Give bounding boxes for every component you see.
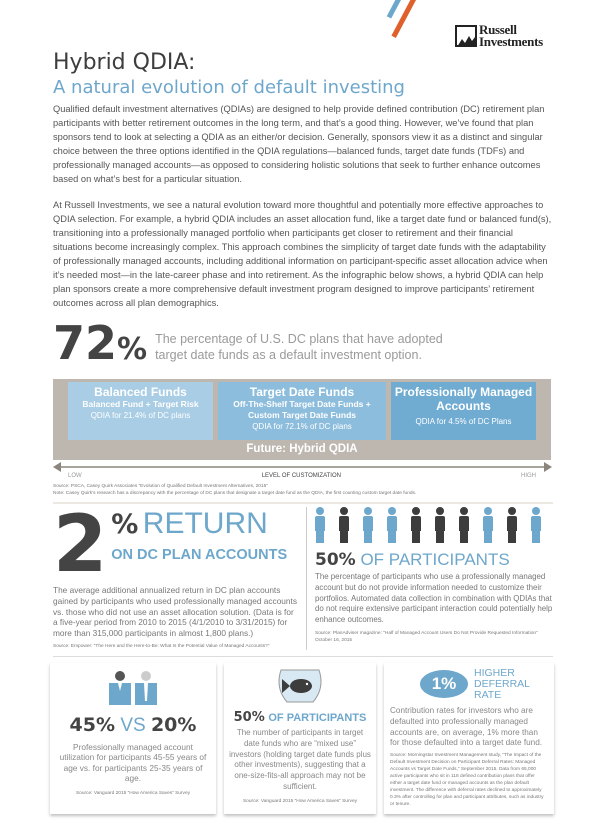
russell-investments-logo: Russell Investments [455, 22, 543, 49]
person-icon-dark [411, 507, 421, 543]
spectrum-note: Note: Casey Quirk's research has a discr… [53, 491, 417, 496]
age-stat: 45% VS 20% [69, 713, 197, 736]
return-source: Source: Empower: “The Here and the Here-… [53, 643, 270, 649]
participants-headline: 50% OF PARTICIPANTS [315, 550, 510, 570]
future-hybrid-qdia: Future: Hybrid QDIA [246, 443, 358, 455]
person-icon-dark [339, 507, 349, 543]
return-headline: RETURN [142, 507, 268, 540]
person-icon-light [483, 507, 493, 543]
intro-paragraph-1: Qualified default investment alternative… [53, 104, 545, 184]
label-low: LOW [68, 473, 82, 479]
return-pct: % [111, 509, 139, 540]
return-header: 2 % RETURN ON DC PLAN ACCOUNTS [53, 500, 300, 590]
customization-spectrum: Balanced Funds Balanced Fund + Target Ris… [53, 379, 551, 460]
spectrum-source: Source: PSCA, Casey Quirk Associates “Ev… [53, 484, 268, 489]
stat-72-number: 72% [53, 316, 148, 370]
box-managed-accounts: Professionally Managed Accounts QDIA for … [391, 382, 536, 440]
logo-text-1: Russell [479, 22, 517, 37]
two-men-icon [109, 670, 157, 705]
intro-paragraph-2: At Russell Investments, we see a natural… [53, 200, 552, 308]
cards-row: 45% VS 20% Professionally managed accoun… [50, 662, 554, 815]
card-mixed-use: 50% OF PARTICIPANTS The number of partic… [224, 662, 376, 815]
age-source: Source: Vanguard 2015 “How America Saves… [75, 790, 191, 796]
person-icon-light [387, 507, 397, 543]
logo-text-2: Investments [479, 34, 543, 49]
person-icon-dark [507, 507, 517, 543]
page-title: Hybrid QDIA: [53, 50, 196, 75]
box-balanced-funds: Balanced Funds Balanced Fund + Target Ris… [68, 382, 213, 440]
return-text: The average additional annualized return… [53, 585, 297, 639]
customization-axis-labels: LOW LEVEL OF CUSTOMIZATION HIGH [53, 472, 551, 480]
participants-source: Source: PlanAdviser magazine: “Half of M… [315, 630, 538, 643]
box-target-date-funds: Target Date Funds Off-The-Shelf Target Da… [218, 382, 386, 440]
deferral-headline: HIGHER DEFERRAL RATE [474, 666, 531, 701]
deferral-text: Contribution rates for investors who are… [390, 705, 543, 748]
fish-bowl-icon [278, 669, 322, 703]
mixed-text: The number of participants in target dat… [229, 727, 371, 791]
deferral-source: Source: Morningstar Investment Managemen… [390, 753, 544, 808]
person-icon-dark [435, 507, 445, 543]
card-age-utilization: 45% VS 20% Professionally managed accoun… [50, 662, 216, 815]
age-text: Professionally managed account utilizati… [59, 741, 207, 784]
person-icon-light [315, 507, 325, 543]
label-level-of-customization: LEVEL OF CUSTOMIZATION [261, 473, 341, 479]
participants-text: The percentage of participants who use a… [315, 572, 553, 625]
mixed-source: Source: Vanguard 2015 “How America Saves… [242, 798, 358, 804]
card-deferral-rate: 1% HIGHER DEFERRAL RATE Contribution rates… [384, 662, 554, 815]
customization-arrow-icon [53, 462, 552, 472]
person-icon-dark [459, 507, 469, 543]
label-high: HIGH [521, 473, 536, 479]
return-number: 2 [53, 500, 108, 590]
participant-figures [315, 507, 553, 548]
piggy-bank-icon: 1% [420, 670, 468, 699]
page-subtitle: A natural evolution of default investing [53, 77, 405, 98]
return-subheadline: ON DC PLAN ACCOUNTS [111, 547, 288, 563]
stat-72: 72% The percentage of U.S. DC plans that… [53, 318, 553, 375]
participants-section: 50% OF PARTICIPANTS The percentage of pa… [307, 507, 553, 650]
mixed-headline: 50% OF PARTICIPANTS [233, 709, 367, 725]
stats-row: 2 % RETURN ON DC PLAN ACCOUNTS The avera… [53, 502, 553, 657]
stat-72-text: The percentage of U.S. DC plans that hav… [155, 331, 443, 362]
person-icon-light [531, 507, 541, 543]
logo-mark-icon [455, 25, 477, 47]
person-icon-light [363, 507, 373, 543]
return-section: 2 % RETURN ON DC PLAN ACCOUNTS The avera… [53, 500, 307, 650]
